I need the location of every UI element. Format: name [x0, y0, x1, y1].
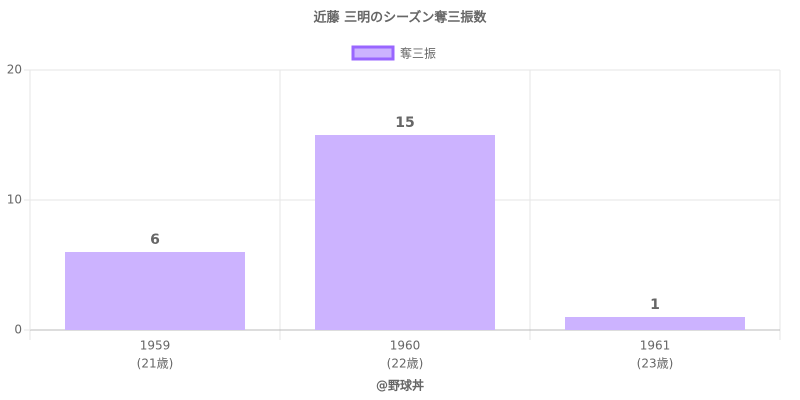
y-tick-label: 20: [7, 63, 22, 77]
x-tick-label: 1961: [640, 339, 671, 353]
x-tick-label: 1959: [140, 339, 171, 353]
value-label: 15: [395, 115, 414, 131]
y-tick-label: 0: [14, 323, 22, 337]
value-label: 6: [150, 232, 160, 248]
x-tick-label: 1960: [390, 339, 421, 353]
x-tick-sublabel: (23歳): [637, 357, 674, 371]
x-tick-sublabel: (21歳): [137, 357, 174, 371]
x-axis-label: @野球丼: [376, 378, 424, 393]
x-tick-sublabel: (22歳): [387, 357, 424, 371]
legend-label: 奪三振: [400, 46, 436, 61]
y-tick-label: 10: [7, 193, 22, 207]
legend-swatch: [351, 45, 395, 61]
chart-title: 近藤 三明のシーズン奪三振数: [314, 10, 488, 26]
value-label: 1: [650, 297, 660, 313]
bar: [65, 252, 245, 330]
bar: [565, 317, 745, 330]
bar: [315, 135, 495, 330]
